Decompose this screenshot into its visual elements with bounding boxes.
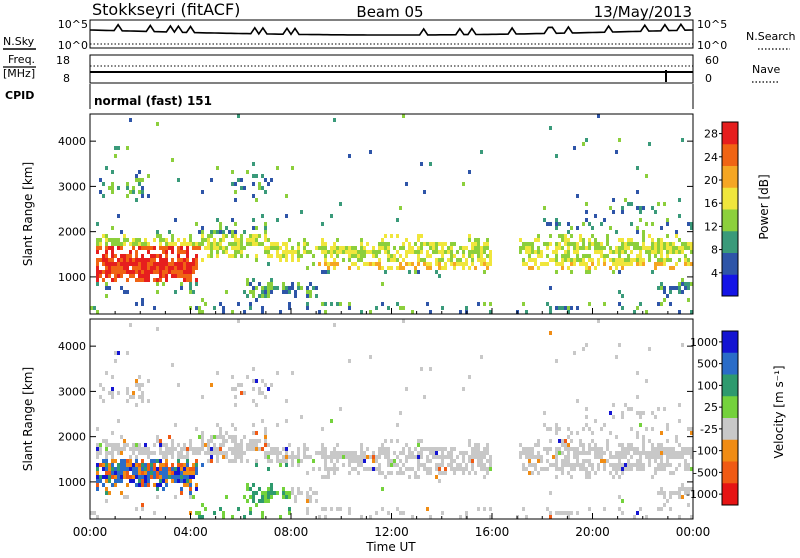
velocity-colorbar-tick: -100: [693, 445, 718, 458]
velocity-colorbar: 1000 500 100 25 -25 -100 -500 -1000: [686, 330, 739, 506]
velocity-colorbar-tick: -500: [693, 466, 718, 479]
nsky-panel: [89, 19, 694, 49]
velocity-colorbar-swatch: [722, 418, 738, 441]
power-heatmap-cells: [90, 114, 693, 314]
power-colorbar-tick: 16: [704, 197, 718, 210]
cpid-value: normal (fast) 151: [94, 94, 212, 108]
freq-tick-top: 18: [56, 54, 70, 67]
power-colorbar-swatch: [722, 252, 738, 275]
y-tick-label: 3000: [58, 180, 86, 193]
station-title: Stokkseyri (fitACF): [92, 0, 240, 19]
power-colorbar-swatch: [722, 230, 738, 253]
power-colorbar-label: Power [dB]: [757, 174, 771, 239]
y-tick-label: 4000: [58, 340, 86, 353]
velocity-colorbar-tick: 25: [704, 401, 718, 414]
power-colorbar-tick: 4: [711, 267, 718, 280]
nsearch-tick-top: 10^5: [697, 18, 727, 31]
y-tick-label: 2000: [58, 431, 86, 444]
y-tick-label: 4000: [58, 135, 86, 148]
velocity-colorbar-swatch: [722, 439, 738, 462]
velocity-colorbar-swatch: [722, 483, 738, 506]
power-colorbar-swatch: [722, 209, 738, 232]
x-tick-label: 00:00: [73, 525, 108, 539]
x-axis-label: Time UT: [365, 540, 416, 554]
cpid-label: CPID: [5, 89, 34, 102]
velocity-colorbar-swatch: [722, 396, 738, 419]
y-tick-label: 1000: [58, 271, 86, 284]
x-tick-label: 20:00: [575, 525, 610, 539]
power-colorbar-tick: 8: [711, 244, 718, 257]
nsky-trace: [89, 22, 694, 36]
velocity-colorbar-tick: 1000: [690, 336, 718, 349]
power-colorbar-tick: 20: [704, 174, 718, 187]
power-colorbar: 4 8 12 16 20 24 28: [704, 121, 739, 297]
x-tick-label: 04:00: [173, 525, 208, 539]
nave-tick-top: 60: [705, 54, 719, 67]
x-tick-label: 00:00: [676, 525, 711, 539]
velocity-heatmap-cells: [90, 319, 693, 519]
date-title: 13/May/2013: [594, 3, 692, 21]
beam-title: Beam 05: [356, 3, 423, 21]
nave-tick-bottom: 0: [705, 72, 712, 85]
y-tick-label: 1000: [58, 476, 86, 489]
x-tick-label: 08:00: [274, 525, 309, 539]
nsky-label: N.Sky: [3, 35, 35, 48]
power-colorbar-swatch: [722, 122, 738, 145]
x-tick-label: 16:00: [475, 525, 510, 539]
power-ylabel: Slant Range [km]: [21, 162, 35, 266]
nsky-tick-top: 10^5: [58, 18, 88, 31]
nsearch-tick-bottom: 10^0: [697, 39, 727, 52]
velocity-colorbar-tick: -25: [700, 423, 718, 436]
freq-unit: [MHz]: [3, 67, 35, 80]
velocity-colorbar-tick: -1000: [686, 488, 718, 501]
nave-label: Nave: [752, 63, 780, 76]
velocity-ylabel: Slant Range [km]: [21, 367, 35, 471]
y-tick-label: 2000: [58, 226, 86, 239]
y-tick-label: 3000: [58, 385, 86, 398]
power-colorbar-swatch: [722, 165, 738, 188]
velocity-colorbar-swatch: [722, 331, 738, 354]
power-colorbar-swatch: [722, 274, 738, 297]
nsearch-label: N.Search: [746, 30, 796, 43]
freq-panel: [89, 54, 694, 84]
power-colorbar-tick: 24: [704, 151, 718, 164]
power-colorbar-swatch: [722, 143, 738, 166]
power-colorbar-swatch: [722, 187, 738, 210]
nsky-tick-bottom: 10^0: [58, 39, 88, 52]
power-colorbar-tick: 12: [704, 220, 718, 233]
velocity-colorbar-swatch: [722, 374, 738, 397]
velocity-colorbar-label: Velocity [m s⁻¹]: [772, 365, 786, 458]
freq-tick-bottom: 8: [63, 72, 70, 85]
velocity-colorbar-swatch: [722, 352, 738, 375]
power-colorbar-tick: 28: [704, 128, 718, 141]
velocity-colorbar-tick: 500: [697, 358, 718, 371]
freq-label: Freq.: [8, 53, 35, 66]
velocity-colorbar-tick: 100: [697, 379, 718, 392]
x-tick-label: 12:00: [374, 525, 409, 539]
velocity-colorbar-swatch: [722, 461, 738, 484]
